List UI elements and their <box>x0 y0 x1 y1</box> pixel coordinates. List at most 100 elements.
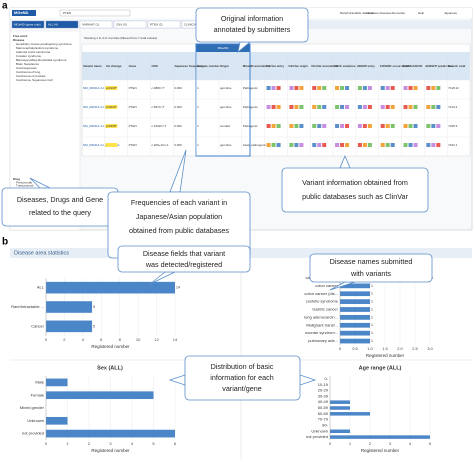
mgend-header-bg <box>196 44 250 52</box>
x-tick-label: 4 <box>131 441 134 446</box>
bar <box>46 391 154 400</box>
status-icon <box>362 143 367 147</box>
table-cell: 1 <box>197 105 199 109</box>
sidebar-item[interactable]: Carcinoma of lung <box>16 70 41 74</box>
status-icon <box>403 86 408 90</box>
column-header: dbNSFP prediction <box>425 64 452 68</box>
callout-text: Disease names submitted <box>330 257 413 266</box>
y-tick-label: 20-29 <box>318 388 329 393</box>
sidebar-item[interactable]: Brain Neoplasms <box>16 62 39 66</box>
chart-title: Age range (ALL) <box>359 365 402 371</box>
sidebar-heading: Disease <box>13 38 25 42</box>
chart-title: Sex (ALL) <box>97 365 123 371</box>
bar <box>330 400 350 404</box>
value-label: 1 <box>371 284 373 288</box>
status-icon <box>266 86 271 90</box>
status-icon <box>322 105 327 109</box>
y-tick-label: 80- <box>322 423 328 428</box>
sidebar-item[interactable]: Hereditary cancer-predisposing syndrome <box>16 42 72 46</box>
bar <box>46 281 175 294</box>
x-tick-label: 2.0 <box>397 346 403 351</box>
callout-text: public databases such as ClinVar <box>302 192 408 201</box>
bar <box>46 378 68 387</box>
table-cell: p.R335* <box>106 124 118 128</box>
status-icon <box>317 105 322 109</box>
sidebar-heading: Free word <box>13 34 28 38</box>
nav-link[interactable]: Dementia <box>392 11 405 15</box>
status-icon <box>299 105 304 109</box>
sidebar-item[interactable]: Pertuzumab <box>16 180 33 184</box>
sidebar-item[interactable]: Macrocephaly/autism syndrome <box>16 46 59 50</box>
sidebar-item[interactable]: Carcinoma, Squamous Cell <box>16 78 53 82</box>
table-cell: c.209+1G>A <box>151 143 168 147</box>
tab-label[interactable]: VARIANT (1) <box>82 22 99 26</box>
tab-label[interactable]: ALL (4) <box>48 22 58 26</box>
table-cell[interactable]: NM_000314.4:c.388C>T <box>83 86 116 90</box>
y-tick-label: noonan syndrom... <box>305 330 338 335</box>
sidebar-item[interactable]: Cowden syndrome <box>16 54 41 58</box>
column-header: Variant name <box>83 64 102 68</box>
y-tick-label: Malignant transf... <box>306 322 338 327</box>
x-tick-label: 1 <box>349 441 352 446</box>
status-icon <box>367 143 372 147</box>
tab-label[interactable]: CNV (0) <box>116 22 127 26</box>
column-header: CDS <box>151 64 157 68</box>
aa-highlight <box>105 124 118 128</box>
table-cell[interactable]: NM_000314.4:c.209+1G>A <box>83 143 120 147</box>
section-title: Disease area statistics <box>14 250 69 256</box>
table-cell: p.R130* <box>106 86 118 90</box>
tab-label[interactable]: MGeND (gene only) <box>14 22 41 26</box>
nav-link[interactable]: Infectious diseases <box>366 11 392 15</box>
column-header: Japanese frequency <box>174 64 203 68</box>
x-tick-label: 6 <box>174 441 177 446</box>
screenshot-content: MGeND PTEN Rare/Intractable diseasesInfect… <box>11 10 470 194</box>
sidebar-item[interactable]: Bannayan-Riley-Ruvalcaba syndrome <box>16 58 67 62</box>
tab[interactable] <box>11 20 45 29</box>
sidebar-item[interactable]: Carcinogenesis <box>16 66 37 70</box>
status-icon <box>362 86 367 90</box>
tab-label[interactable]: PTEN (2) <box>150 22 163 26</box>
nav-link[interactable]: Help <box>418 11 425 15</box>
status-icon <box>271 124 276 128</box>
value-label: 1 <box>371 323 373 327</box>
sidebar-item[interactable]: Carcinoma of prostate <box>16 74 46 78</box>
status-icon <box>390 86 395 90</box>
value-label: 1 <box>371 331 373 335</box>
tab[interactable] <box>147 20 181 29</box>
status-icon <box>390 124 395 128</box>
tab[interactable] <box>45 20 79 29</box>
tab[interactable] <box>113 20 147 29</box>
y-tick-label: Cancer <box>31 323 45 328</box>
bar <box>330 412 370 416</box>
status-icon <box>312 143 317 147</box>
nav-link[interactable]: Japanese <box>444 11 457 15</box>
column-header: Gene <box>129 64 137 68</box>
sidebar-item[interactable]: Trastuzumab <box>16 184 34 188</box>
table-cell: PTEN <box>129 86 137 90</box>
nav-link[interactable]: Rare/Intractable diseases <box>340 11 375 15</box>
value-label: 1 <box>371 292 373 296</box>
x-tick-label: 2 <box>63 337 66 342</box>
y-tick-label: lung adenocarcin... <box>304 314 338 319</box>
bar <box>340 322 370 328</box>
callout: Disease fields that variant was detected… <box>117 245 251 285</box>
tab[interactable] <box>79 20 113 29</box>
callout-text: Original information <box>221 14 283 23</box>
table-cell[interactable]: NM_000314.4:c.1003C>T <box>83 124 118 128</box>
table-cell[interactable]: NM_000314.4:c.697C>T <box>83 105 116 109</box>
x-axis-label: Registered number <box>91 448 130 453</box>
sidebar-item[interactable]: Adenoid cystic carcinoma <box>16 50 50 54</box>
status-icon <box>345 86 350 90</box>
x-tick-label: 0 <box>45 337 48 342</box>
callout: Diseases, Drugs and Gene related to the … <box>1 177 119 227</box>
column-header: ToMMo/HGVD <box>403 64 424 68</box>
callout-box <box>195 7 309 43</box>
callout-text: information for each <box>210 373 274 382</box>
value-label: 1 <box>371 315 373 319</box>
status-icon <box>413 86 418 90</box>
status-icon <box>385 105 390 109</box>
search-box[interactable] <box>59 9 131 17</box>
status-icon <box>367 86 372 90</box>
table-cell: 7110.4 <box>448 105 457 109</box>
